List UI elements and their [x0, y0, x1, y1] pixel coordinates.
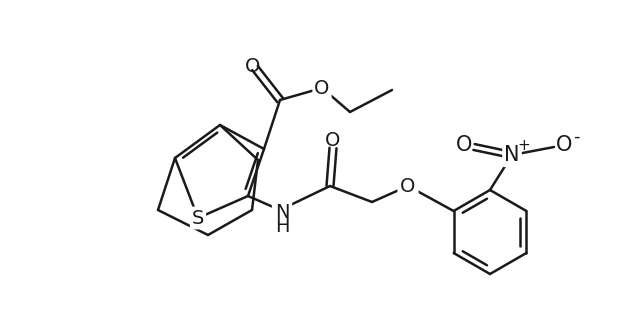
Text: -: - — [573, 128, 579, 146]
Text: O: O — [556, 135, 572, 155]
Text: O: O — [325, 131, 340, 149]
Text: N: N — [275, 203, 289, 221]
Text: +: + — [518, 138, 531, 153]
Text: O: O — [314, 79, 330, 97]
Text: O: O — [456, 135, 472, 155]
Text: O: O — [245, 57, 260, 75]
Text: N: N — [504, 145, 520, 165]
Text: S: S — [192, 209, 204, 227]
Text: O: O — [400, 176, 416, 195]
Text: H: H — [275, 217, 289, 237]
